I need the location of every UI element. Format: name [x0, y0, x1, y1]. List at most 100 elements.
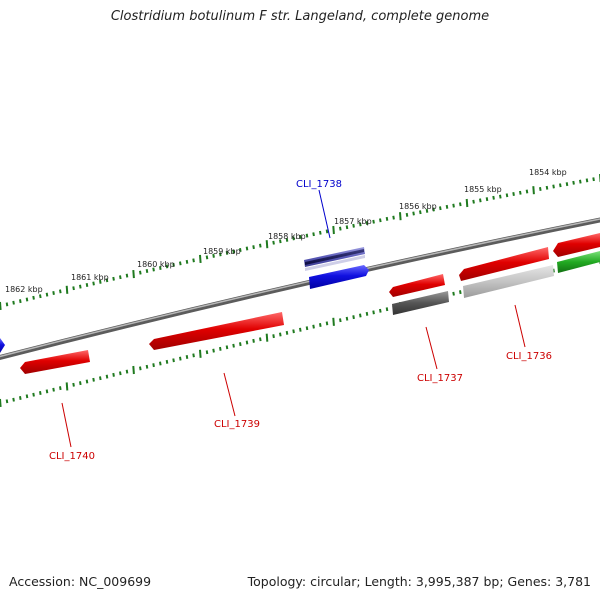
gene-right-red[interactable] [553, 233, 600, 257]
genome-backbone-highlight [0, 218, 600, 358]
gene-cli-1736[interactable] [459, 247, 549, 281]
gene-cli-1738[interactable] [309, 265, 369, 289]
label-cli-1736[interactable]: CLI_1736 [506, 351, 552, 362]
gene-cli-1738-band[interactable] [305, 255, 365, 271]
inner-minor-tick [279, 332, 282, 337]
leader-cli-1740 [61, 402, 72, 448]
label-cli-1737[interactable]: CLI_1737 [417, 373, 463, 384]
outer-minor-tick [212, 253, 215, 258]
inner-minor-tick [165, 359, 169, 364]
inner-minor-tick [272, 334, 275, 339]
scale-label-1861: 1861 kbp [71, 273, 109, 282]
outer-minor-tick [352, 223, 355, 228]
inner-major-tick [132, 365, 135, 375]
inner-minor-tick [159, 361, 162, 366]
outer-major-tick [465, 198, 469, 208]
inner-minor-tick [345, 316, 349, 321]
outer-minor-tick [365, 221, 369, 225]
scale-label-1856: 1856 kbp [399, 202, 437, 211]
outer-minor-tick [205, 255, 209, 260]
gene-right-green[interactable] [557, 251, 600, 273]
inner-minor-tick [372, 310, 375, 315]
gene-left-blue[interactable] [0, 338, 5, 353]
outer-minor-tick [519, 190, 522, 195]
outer-minor-tick [539, 187, 542, 191]
label-leaders [61, 189, 526, 448]
outer-minor-tick [472, 199, 475, 204]
outer-minor-tick [345, 225, 349, 230]
inner-minor-tick [125, 369, 129, 374]
outer-minor-tick [545, 185, 549, 190]
outer-minor-tick [119, 275, 122, 280]
inner-major-tick [332, 317, 335, 326]
outer-minor-tick [59, 289, 62, 294]
inner-minor-tick [225, 345, 229, 350]
outer-minor-tick [252, 245, 255, 250]
outer-minor-tick [79, 284, 82, 289]
inner-major-tick [65, 382, 69, 391]
gene-cli-1737-pseudo[interactable] [392, 291, 449, 315]
gene-cli-1739[interactable] [149, 312, 284, 350]
gene-features [0, 233, 600, 374]
outer-minor-tick [165, 264, 169, 269]
leader-cli-1736 [514, 304, 526, 348]
outer-minor-tick [425, 208, 429, 213]
outer-minor-tick [339, 226, 342, 231]
inner-minor-tick [179, 356, 182, 361]
outer-minor-tick [245, 246, 249, 251]
label-cli-1740[interactable]: CLI_1740 [49, 451, 95, 462]
outer-minor-tick [145, 269, 149, 273]
inner-minor-tick [145, 364, 149, 369]
gene-cli-1737[interactable] [389, 274, 445, 297]
inner-minor-tick [212, 348, 215, 353]
outer-minor-tick [505, 193, 509, 198]
inner-minor-tick [172, 358, 175, 363]
inner-minor-tick [325, 321, 329, 326]
outer-major-tick [265, 240, 269, 249]
outer-minor-tick [159, 266, 162, 270]
inner-minor-tick [39, 391, 42, 395]
inner-minor-tick [119, 371, 122, 376]
leader-cli-1737 [425, 326, 438, 370]
outer-minor-tick [565, 182, 569, 187]
outer-minor-tick [52, 291, 55, 295]
outer-minor-tick [185, 259, 189, 264]
gene-cli-1740[interactable] [20, 350, 90, 374]
outer-minor-tick [579, 179, 582, 184]
scale-label-1859: 1859 kbp [203, 247, 241, 256]
outer-major-tick [65, 285, 69, 294]
outer-minor-tick [192, 258, 195, 263]
outer-minor-tick [405, 212, 409, 217]
inner-minor-tick [32, 392, 35, 397]
outer-minor-tick [259, 243, 262, 248]
accession-text: Accession: NC_009699 [9, 574, 152, 589]
outer-minor-tick [359, 222, 362, 227]
outer-minor-tick [25, 297, 29, 302]
label-cli-1738[interactable]: CLI_1738 [296, 179, 342, 190]
outer-minor-tick [499, 194, 502, 199]
label-cli-1739[interactable]: CLI_1739 [214, 419, 260, 430]
outer-minor-tick [45, 292, 49, 297]
outer-minor-tick [525, 189, 529, 194]
outer-minor-tick [279, 239, 282, 244]
scale-label-1860: 1860 kbp [137, 260, 175, 269]
outer-minor-tick [445, 204, 449, 209]
outer-minor-tick [419, 210, 422, 215]
gene-cli-1738-pseudo-band[interactable] [305, 249, 364, 265]
outer-minor-tick [479, 198, 482, 203]
outer-minor-tick [325, 229, 329, 234]
outer-minor-tick [92, 281, 95, 286]
gene-cli-1736-pseudo[interactable] [463, 265, 554, 298]
inner-minor-tick [292, 329, 295, 334]
outer-minor-tick [512, 192, 515, 196]
outer-minor-tick [585, 178, 589, 183]
outer-major-tick [132, 270, 135, 279]
outer-minor-tick [592, 177, 595, 182]
outer-minor-tick [225, 250, 229, 255]
inner-minor-tick [452, 291, 455, 296]
inner-minor-tick [385, 307, 389, 312]
inner-minor-tick [5, 399, 9, 404]
inner-minor-tick [252, 338, 255, 343]
inner-minor-tick [25, 394, 29, 399]
inner-minor-tick [99, 376, 102, 381]
